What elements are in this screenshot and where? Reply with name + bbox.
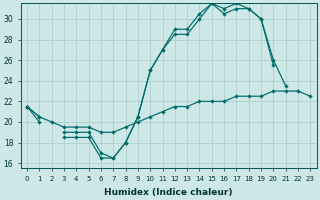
- X-axis label: Humidex (Indice chaleur): Humidex (Indice chaleur): [104, 188, 233, 197]
